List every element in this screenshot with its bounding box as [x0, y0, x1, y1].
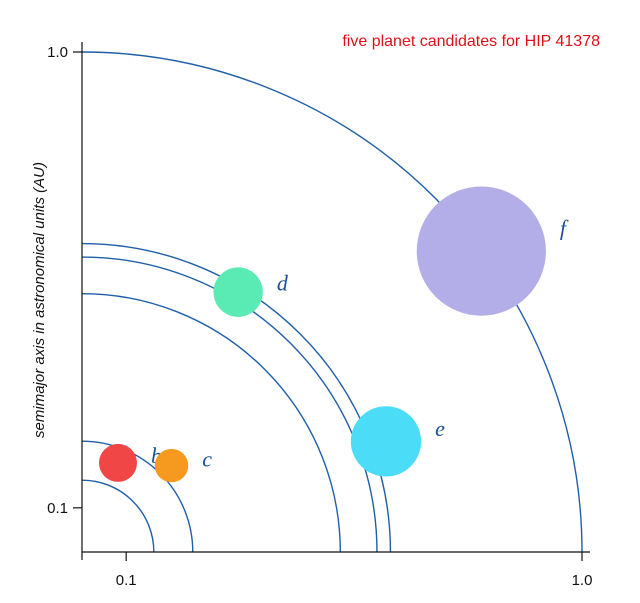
orbit-arc-2	[81, 292, 342, 553]
y-tick-label-1: 1.0	[47, 44, 68, 61]
axes	[81, 42, 590, 560]
diagram-title: five planet candidates for HIP 41378	[342, 33, 600, 50]
orbit-arcs	[81, 51, 583, 553]
planet-label-b: b	[151, 443, 162, 468]
orbit-arc-3	[81, 256, 378, 553]
y-tick-label-0: 0.1	[47, 500, 68, 517]
y-axis-label: semimajor axis in astronomical units (AU…	[31, 162, 48, 438]
orbit-arc-0	[81, 479, 155, 553]
planet-label-d: d	[277, 270, 289, 295]
planet-b	[99, 443, 138, 482]
planet-d	[213, 267, 263, 317]
planet-c	[154, 448, 189, 483]
orbit-arc-4	[81, 242, 392, 553]
planet-label-f: f	[560, 215, 569, 240]
planet-e	[350, 406, 422, 477]
planet-label-e: e	[435, 416, 445, 441]
x-tick-label-0: 0.1	[116, 572, 137, 589]
axis-ticks: 0.1 1.0 0.1 1.0	[47, 44, 592, 589]
orbit-arc-5	[81, 51, 583, 553]
planets: b c d e f	[99, 186, 569, 483]
planet-f	[416, 186, 546, 316]
x-tick-label-1: 1.0	[572, 572, 593, 589]
planet-label-c: c	[202, 447, 212, 472]
